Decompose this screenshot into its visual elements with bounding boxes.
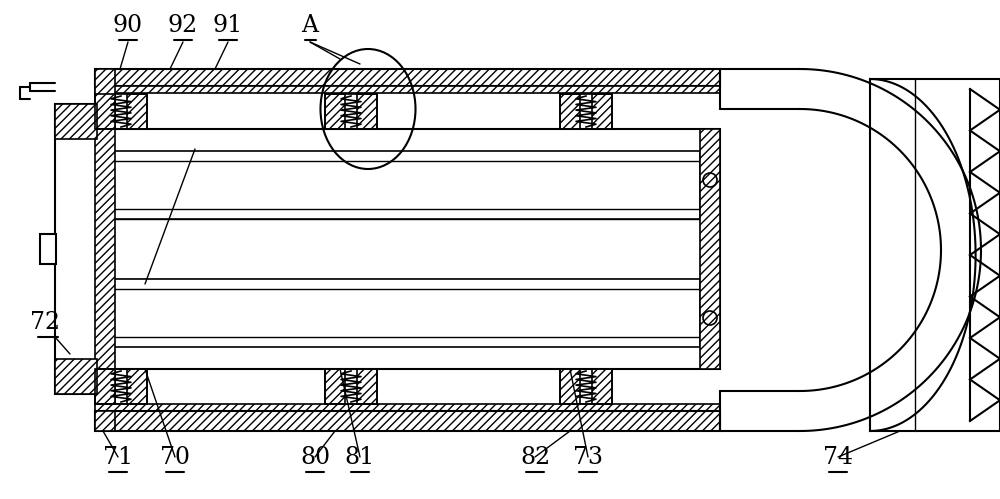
Bar xyxy=(95,404,720,411)
Bar xyxy=(55,104,97,394)
Bar xyxy=(95,69,115,129)
Bar xyxy=(105,219,700,279)
Bar xyxy=(870,79,1000,431)
Bar xyxy=(325,369,377,404)
Bar xyxy=(95,129,720,369)
Text: 91: 91 xyxy=(213,14,243,37)
Bar xyxy=(560,94,612,129)
Bar xyxy=(95,411,720,431)
Bar xyxy=(40,234,56,264)
Bar xyxy=(95,86,720,93)
Bar xyxy=(127,94,147,129)
Bar xyxy=(357,369,377,404)
Bar xyxy=(560,369,580,404)
Text: 71: 71 xyxy=(103,446,133,469)
Bar xyxy=(55,104,97,139)
Bar xyxy=(95,69,720,86)
Bar xyxy=(325,94,345,129)
Bar xyxy=(55,359,97,394)
Bar xyxy=(95,369,115,404)
Bar xyxy=(325,94,377,129)
Bar xyxy=(592,94,612,129)
Bar xyxy=(95,94,115,129)
Text: 74: 74 xyxy=(823,446,853,469)
Text: 80: 80 xyxy=(300,446,330,469)
Bar xyxy=(127,369,147,404)
Bar xyxy=(95,129,115,369)
Text: 81: 81 xyxy=(345,446,375,469)
Bar xyxy=(592,369,612,404)
Bar xyxy=(700,129,720,369)
Text: 70: 70 xyxy=(160,446,190,469)
Text: 73: 73 xyxy=(573,446,603,469)
Text: 90: 90 xyxy=(113,14,143,37)
Bar xyxy=(325,369,345,404)
Bar xyxy=(560,94,580,129)
Text: A: A xyxy=(302,14,318,37)
Bar xyxy=(95,94,147,129)
Bar xyxy=(95,369,147,404)
Bar xyxy=(95,411,115,431)
Bar xyxy=(105,279,700,347)
Text: 92: 92 xyxy=(168,14,198,37)
Bar xyxy=(357,94,377,129)
Bar xyxy=(105,151,700,219)
Text: 82: 82 xyxy=(520,446,550,469)
Text: 72: 72 xyxy=(30,311,60,334)
Bar xyxy=(95,369,115,404)
Bar xyxy=(560,369,612,404)
